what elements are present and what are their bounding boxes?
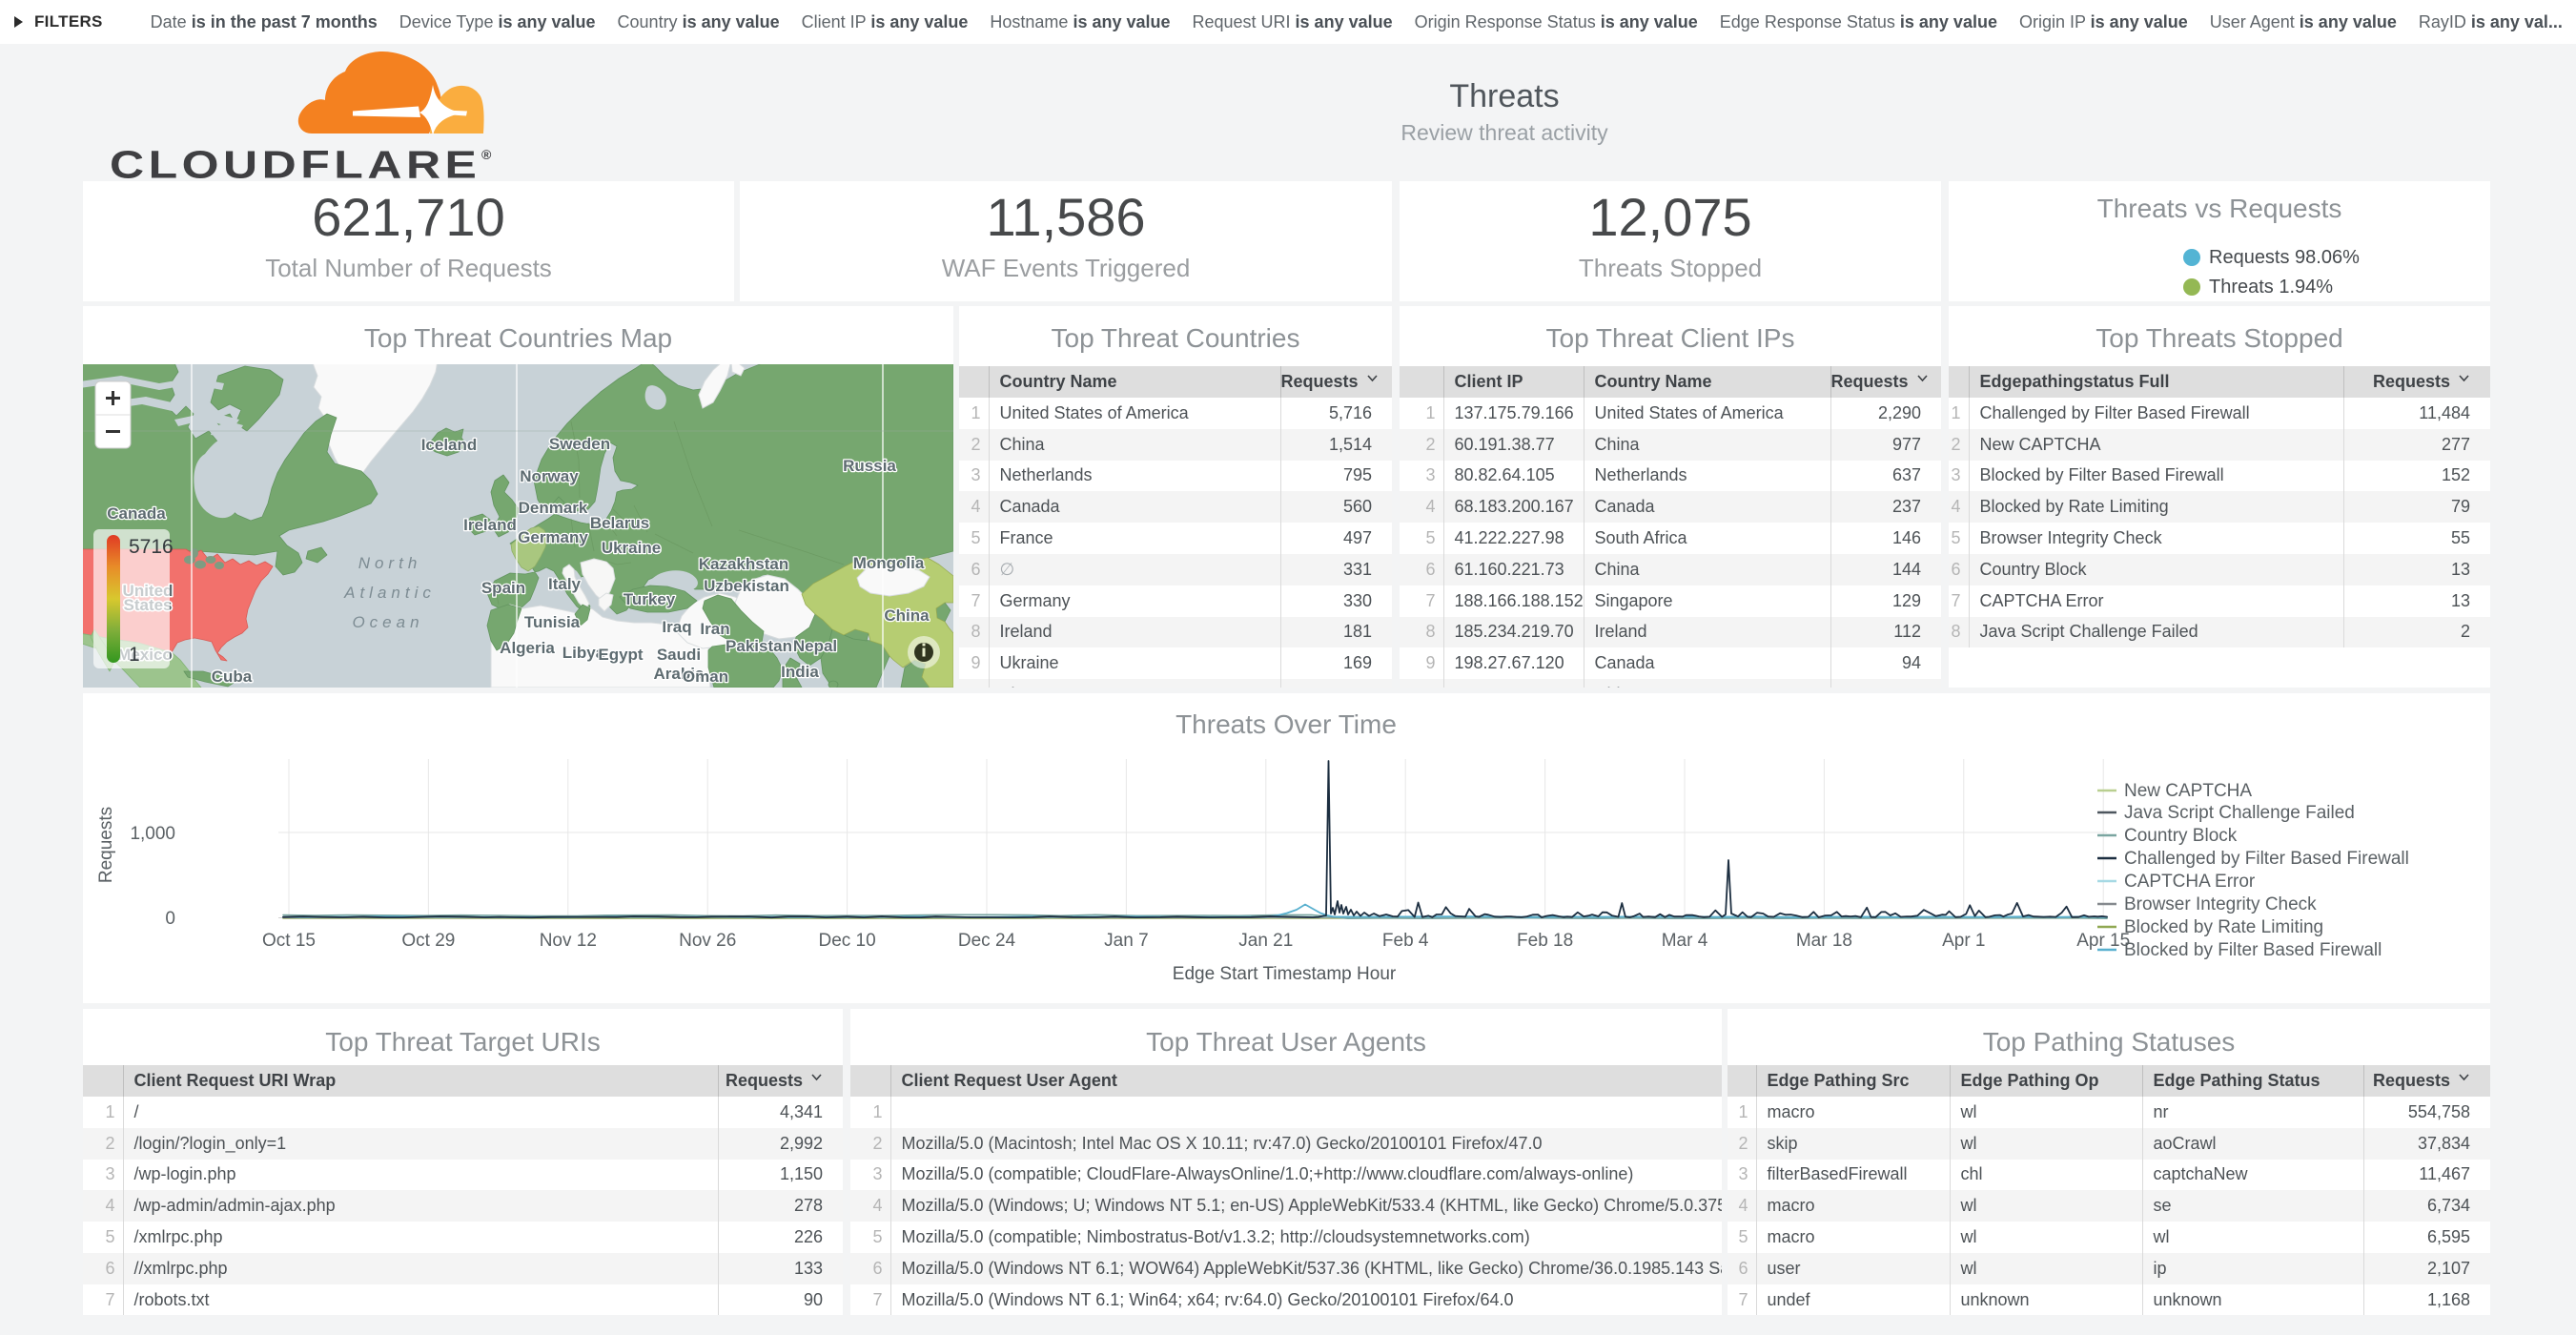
svg-text:Turkey: Turkey xyxy=(624,590,676,608)
svg-text:Feb 4: Feb 4 xyxy=(1382,931,1429,951)
svg-text:Dec 24: Dec 24 xyxy=(958,931,1016,951)
svg-text:Dec 10: Dec 10 xyxy=(818,931,875,951)
svg-text:Cuba: Cuba xyxy=(212,668,253,686)
svg-text:Mar 4: Mar 4 xyxy=(1662,931,1708,951)
svg-text:Italy: Italy xyxy=(548,575,582,593)
svg-text:China: China xyxy=(884,606,930,625)
svg-text:Blocked by Filter Based Firewa: Blocked by Filter Based Firewall xyxy=(2124,940,2382,960)
svg-text:Iraq: Iraq xyxy=(662,618,691,636)
svg-text:Saudi: Saudi xyxy=(657,646,701,664)
svg-text:Germany: Germany xyxy=(518,528,588,546)
svg-text:New CAPTCHA: New CAPTCHA xyxy=(2124,781,2252,801)
svg-text:CAPTCHA Error: CAPTCHA Error xyxy=(2124,872,2256,892)
svg-text:1,000: 1,000 xyxy=(130,824,175,844)
svg-text:Egypt: Egypt xyxy=(598,646,644,664)
svg-text:1: 1 xyxy=(129,644,140,666)
svg-text:Ocean: Ocean xyxy=(352,613,423,631)
svg-text:5716: 5716 xyxy=(129,536,174,558)
svg-text:Oman: Oman xyxy=(683,668,728,686)
svg-text:Spain: Spain xyxy=(481,579,525,597)
svg-text:Denmark: Denmark xyxy=(519,499,588,517)
svg-text:Iceland: Iceland xyxy=(421,436,478,454)
svg-text:North: North xyxy=(358,554,422,572)
svg-text:Atlantic: Atlantic xyxy=(343,584,436,602)
svg-text:Ireland: Ireland xyxy=(463,516,517,534)
svg-text:Pakistan: Pakistan xyxy=(726,637,792,655)
svg-text:Mongolia: Mongolia xyxy=(853,554,925,572)
svg-text:Jan 21: Jan 21 xyxy=(1238,931,1293,951)
svg-text:Russia: Russia xyxy=(843,457,896,475)
svg-text:Canada: Canada xyxy=(107,504,166,523)
svg-text:Challenged by Filter Based Fir: Challenged by Filter Based Firewall xyxy=(2124,849,2409,869)
svg-text:Edge Start Timestamp Hour: Edge Start Timestamp Hour xyxy=(1173,964,1397,984)
svg-text:Uzbekistan: Uzbekistan xyxy=(704,577,789,595)
svg-text:Threats Over Time: Threats Over Time xyxy=(1176,709,1397,739)
svg-text:Algeria: Algeria xyxy=(500,639,555,657)
svg-text:Apr 1: Apr 1 xyxy=(1942,931,1985,951)
svg-text:0: 0 xyxy=(165,909,175,929)
svg-text:Oct 29: Oct 29 xyxy=(401,931,455,951)
svg-text:Jan 7: Jan 7 xyxy=(1104,931,1148,951)
svg-text:India: India xyxy=(781,663,819,681)
svg-text:Browser Integrity Check: Browser Integrity Check xyxy=(2124,894,2317,914)
svg-text:Belarus: Belarus xyxy=(590,514,649,532)
svg-text:Java Script Challenge Failed: Java Script Challenge Failed xyxy=(2124,803,2355,823)
svg-text:Kazakhstan: Kazakhstan xyxy=(699,555,788,573)
svg-text:Nepal: Nepal xyxy=(793,637,837,655)
svg-text:Sweden: Sweden xyxy=(549,435,610,453)
svg-text:Mar 18: Mar 18 xyxy=(1796,931,1852,951)
svg-text:Country Block: Country Block xyxy=(2124,826,2238,846)
svg-text:Oct 15: Oct 15 xyxy=(262,931,316,951)
svg-text:Requests: Requests xyxy=(96,807,116,883)
svg-text:Ukraine: Ukraine xyxy=(602,539,661,557)
svg-text:Norway: Norway xyxy=(520,467,579,485)
svg-text:Nov 26: Nov 26 xyxy=(679,931,736,951)
svg-text:Nov 12: Nov 12 xyxy=(540,931,597,951)
svg-text:Apr 15: Apr 15 xyxy=(2076,931,2130,951)
svg-text:Iran: Iran xyxy=(700,620,729,638)
svg-text:Tunisia: Tunisia xyxy=(524,613,581,631)
svg-text:Arabia: Arabia xyxy=(654,665,705,683)
svg-text:Blocked by Rate Limiting: Blocked by Rate Limiting xyxy=(2124,917,2323,937)
svg-text:Feb 18: Feb 18 xyxy=(1517,931,1573,951)
svg-text:Libya: Libya xyxy=(562,644,605,662)
